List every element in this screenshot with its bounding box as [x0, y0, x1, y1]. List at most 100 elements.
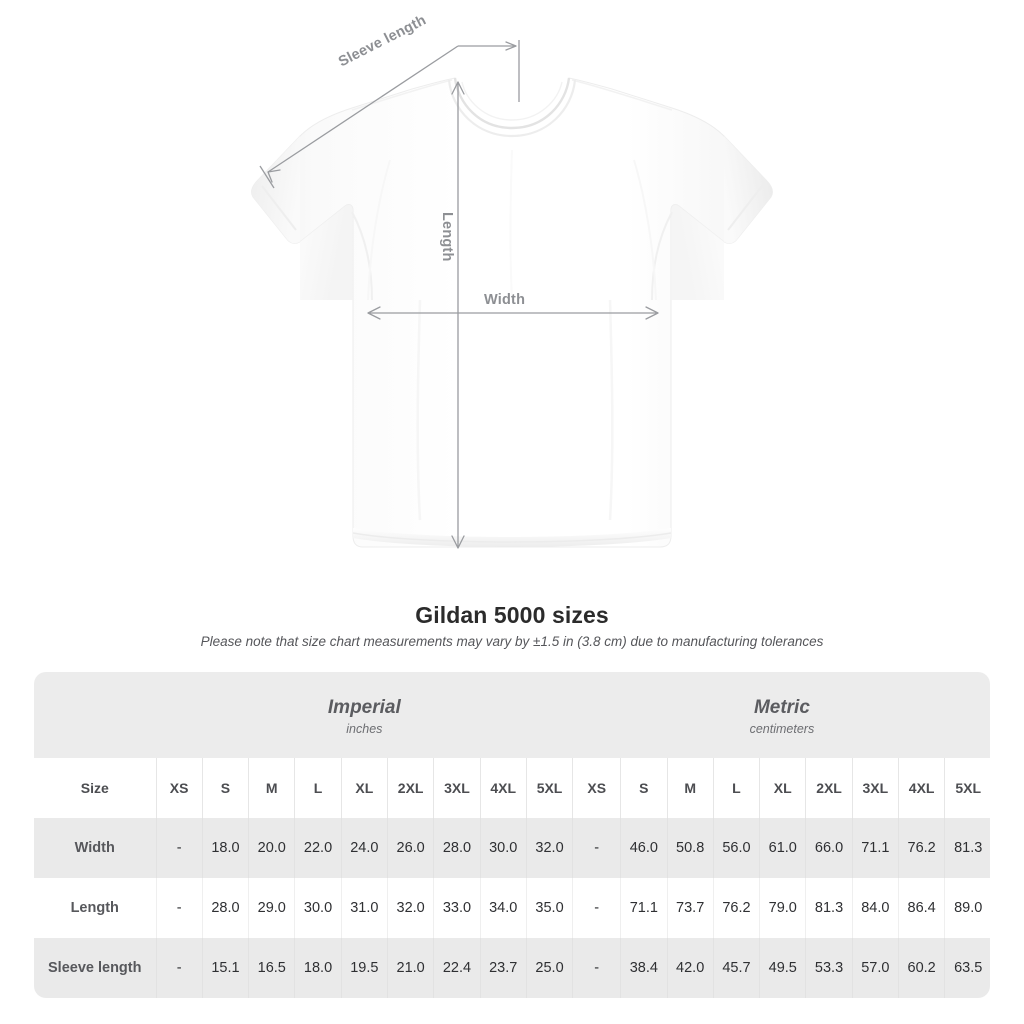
- cell-sleeve-length-metric-5xl: 63.5: [944, 938, 990, 998]
- unit-row-spacer: [34, 672, 156, 758]
- tolerance-note: Please note that size chart measurements…: [200, 634, 824, 649]
- size-header-imperial-m: M: [248, 758, 295, 818]
- cell-sleeve-length-imperial-m: 16.5: [248, 938, 295, 998]
- size-header-metric-l: L: [712, 758, 760, 818]
- cell-width-imperial-s: 18.0: [201, 818, 249, 878]
- size-header-metric-3xl: 3XL: [851, 758, 899, 818]
- tshirt-size-diagram: Sleeve length Length Width: [251, 12, 773, 549]
- cell-width-imperial-2xl: 26.0: [386, 818, 434, 878]
- cell-length-metric-s: 71.1: [620, 878, 667, 938]
- size-chart-table: Imperial inches Metric centimeters Size XS S M L…: [34, 672, 990, 998]
- cell-width-imperial-m: 20.0: [248, 818, 295, 878]
- dimension-lines: [259, 40, 659, 549]
- cell-length-imperial-m: 29.0: [248, 878, 295, 938]
- cell-sleeve-length-imperial-xl: 19.5: [340, 938, 388, 998]
- size-header-metric-s: S: [620, 758, 667, 818]
- table-row: Width -18.0 20.0 22.0 24.0 26.0 28.0 30.0 32.0-4…: [34, 818, 990, 878]
- cell-length-imperial-l: 30.0: [294, 878, 342, 938]
- size-header-imperial-xl: XL: [340, 758, 388, 818]
- cell-sleeve-length-metric-2xl: 53.3: [805, 938, 853, 998]
- cell-length-imperial-4xl: 34.0: [479, 878, 527, 938]
- size-header-imperial-xs: XS: [155, 758, 203, 818]
- measurement-label-length: Length: [34, 878, 156, 938]
- cell-length-metric-m: 73.7: [666, 878, 714, 938]
- cell-length-metric-l: 76.2: [712, 878, 760, 938]
- width-arrow: [367, 306, 659, 320]
- unit-system-name: Metric: [753, 696, 810, 718]
- cell-sleeve-length-imperial-5xl: 25.0: [525, 938, 573, 998]
- table-row: Length -28.0 29.0 30.0 31.0 32.0 33.0 34.0 35.0-…: [34, 878, 990, 938]
- cell-sleeve-length-metric-xl: 49.5: [759, 938, 806, 998]
- measurement-label-sleeve-length: Sleeve length: [34, 938, 156, 998]
- size-header-metric-4xl: 4XL: [897, 758, 945, 818]
- cell-sleeve-length-metric-xs: -: [572, 938, 621, 998]
- size-header-metric-m: M: [666, 758, 714, 818]
- cell-length-metric-4xl: 86.4: [897, 878, 945, 938]
- unit-system-unit: inches: [346, 721, 383, 736]
- size-header-metric-xl: XL: [759, 758, 806, 818]
- cell-width-imperial-xs: -: [155, 818, 203, 878]
- size-header-imperial-l: L: [294, 758, 342, 818]
- size-header-metric-xs: XS: [572, 758, 621, 818]
- size-header-row: Size XS S M L XL 2XL 3XL 4XL 5XL XS S M L XL 2XL 3XL 4XL 5…: [34, 758, 990, 818]
- cell-width-metric-2xl: 66.0: [805, 818, 853, 878]
- cell-length-metric-2xl: 81.3: [805, 878, 853, 938]
- unit-system-header-row: Imperial inches Metric centimeters: [34, 672, 990, 758]
- cell-sleeve-length-metric-l: 45.7: [712, 938, 760, 998]
- cell-width-imperial-5xl: 32.0: [525, 818, 573, 878]
- cell-length-metric-3xl: 84.0: [851, 878, 899, 938]
- cell-width-imperial-xl: 24.0: [340, 818, 388, 878]
- cell-length-imperial-xl: 31.0: [340, 878, 388, 938]
- unit-system-cell-imperial: Imperial inches: [156, 672, 573, 758]
- page-title: Gildan 5000 sizes: [415, 602, 609, 628]
- tshirt-illustration: [251, 40, 773, 549]
- table-row: Sleeve length -15.1 16.5 18.0 19.5 21.0 22.4 23…: [34, 938, 990, 998]
- cell-width-imperial-l: 22.0: [294, 818, 342, 878]
- size-header-imperial-2xl: 2XL: [386, 758, 434, 818]
- cell-sleeve-length-metric-3xl: 57.0: [851, 938, 899, 998]
- width-dimension-label: Width: [484, 292, 526, 308]
- cell-length-imperial-xs: -: [155, 878, 203, 938]
- length-dimension-label: Length: [439, 212, 455, 262]
- cell-sleeve-length-imperial-2xl: 21.0: [386, 938, 434, 998]
- unit-system-name: Imperial: [327, 696, 401, 718]
- unit-system-cell-metric: Metric centimeters: [572, 672, 990, 758]
- cell-width-metric-5xl: 81.3: [944, 818, 990, 878]
- cell-sleeve-length-imperial-s: 15.1: [201, 938, 249, 998]
- cell-width-metric-3xl: 71.1: [851, 818, 899, 878]
- cell-width-metric-4xl: 76.2: [897, 818, 945, 878]
- length-arrow: [451, 81, 465, 549]
- cell-length-metric-xs: -: [572, 878, 621, 938]
- cell-width-metric-m: 50.8: [666, 818, 714, 878]
- size-header-imperial-5xl: 5XL: [525, 758, 573, 818]
- size-header-metric-5xl: 5XL: [944, 758, 990, 818]
- cell-width-metric-s: 46.0: [620, 818, 667, 878]
- cell-sleeve-length-imperial-4xl: 23.7: [479, 938, 527, 998]
- size-header-imperial-3xl: 3XL: [433, 758, 481, 818]
- cell-length-metric-5xl: 89.0: [944, 878, 990, 938]
- cell-length-metric-xl: 79.0: [759, 878, 806, 938]
- size-header-imperial-s: S: [201, 758, 249, 818]
- cell-sleeve-length-imperial-3xl: 22.4: [433, 938, 481, 998]
- cell-sleeve-length-imperial-l: 18.0: [294, 938, 342, 998]
- cell-sleeve-length-metric-s: 38.4: [620, 938, 667, 998]
- cell-width-imperial-4xl: 30.0: [479, 818, 527, 878]
- size-header-imperial-4xl: 4XL: [479, 758, 527, 818]
- size-header-metric-2xl: 2XL: [805, 758, 853, 818]
- cell-width-metric-xl: 61.0: [759, 818, 806, 878]
- cell-sleeve-length-imperial-xs: -: [155, 938, 203, 998]
- cell-width-metric-l: 56.0: [712, 818, 760, 878]
- cell-length-imperial-s: 28.0: [201, 878, 249, 938]
- cell-width-imperial-3xl: 28.0: [433, 818, 481, 878]
- size-column-header: Size: [34, 758, 156, 818]
- cell-length-imperial-2xl: 32.0: [386, 878, 434, 938]
- unit-system-unit: centimeters: [749, 721, 815, 736]
- measurement-label-width: Width: [34, 818, 156, 878]
- cell-sleeve-length-metric-m: 42.0: [666, 938, 714, 998]
- cell-length-imperial-3xl: 33.0: [433, 878, 481, 938]
- cell-length-imperial-5xl: 35.0: [525, 878, 573, 938]
- cell-width-metric-xs: -: [572, 818, 621, 878]
- sleeve-length-arrow: [259, 40, 520, 189]
- cell-sleeve-length-metric-4xl: 60.2: [897, 938, 945, 998]
- size-chart-table-container: Imperial inches Metric centimeters Size XS S M L…: [34, 672, 990, 998]
